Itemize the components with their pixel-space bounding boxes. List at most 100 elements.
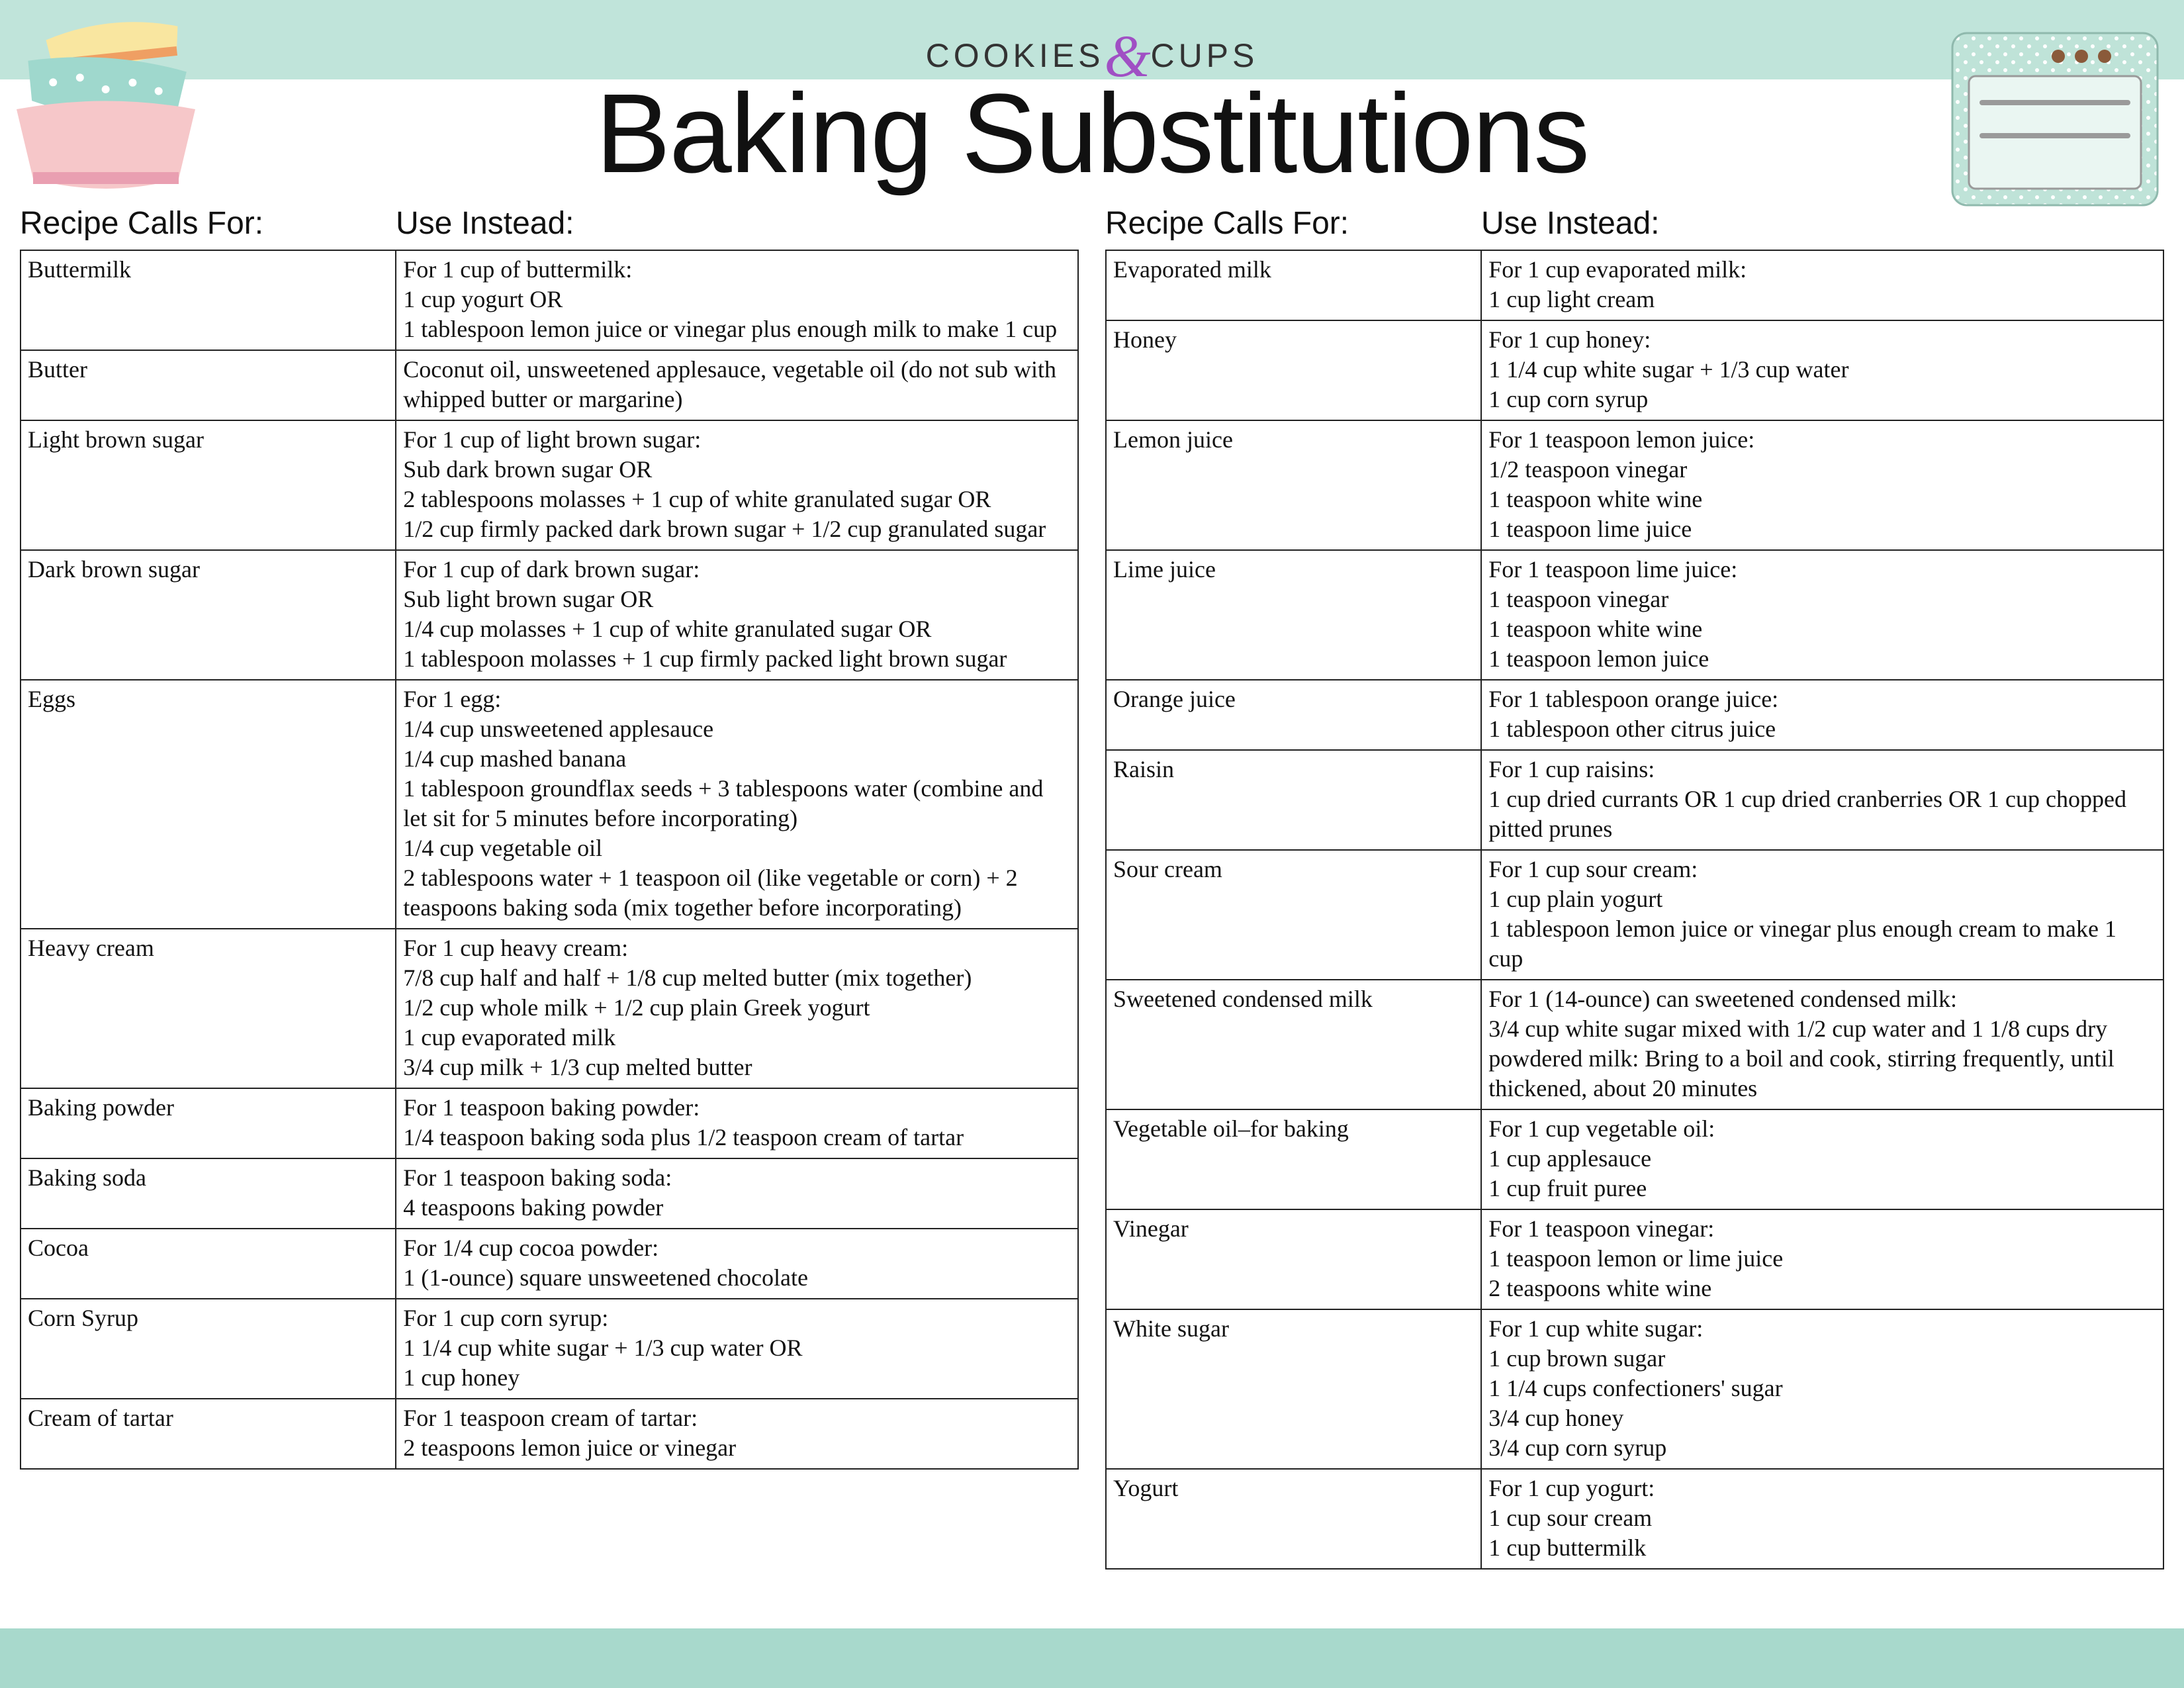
table-row: Evaporated milkFor 1 cup evaporated milk… — [1106, 250, 2163, 320]
substitution-line: For 1 teaspoon baking powder: — [403, 1093, 1071, 1123]
table-row: Lemon juiceFor 1 teaspoon lemon juice:1/… — [1106, 420, 2163, 550]
substitution-line: 1 teaspoon white wine — [1488, 485, 2156, 514]
substitution-cell: For 1 teaspoon baking soda:4 teaspoons b… — [396, 1158, 1078, 1229]
left-col-headers: Recipe Calls For: Use Instead: — [20, 205, 1079, 242]
substitution-line: For 1 cup of dark brown sugar: — [403, 555, 1071, 585]
substitution-line: 1/4 cup vegetable oil — [403, 833, 1071, 863]
substitution-line: 1 teaspoon lemon or lime juice — [1488, 1244, 2156, 1274]
substitution-line: 1 cup sour cream — [1488, 1503, 2156, 1533]
header-use-instead: Use Instead: — [1481, 205, 2164, 242]
table-row: Dark brown sugarFor 1 cup of dark brown … — [21, 550, 1078, 680]
substitution-line: For 1 cup of light brown sugar: — [403, 425, 1071, 455]
header-calls-for: Recipe Calls For: — [20, 205, 396, 242]
substitution-line: 3/4 cup corn syrup — [1488, 1433, 2156, 1463]
substitution-cell: For 1 cup heavy cream:7/8 cup half and h… — [396, 929, 1078, 1088]
substitution-line: For 1 tablespoon orange juice: — [1488, 684, 2156, 714]
substitution-line: 1 cup applesauce — [1488, 1144, 2156, 1174]
table-row: Orange juiceFor 1 tablespoon orange juic… — [1106, 680, 2163, 750]
substitution-line: For 1 cup of buttermilk: — [403, 255, 1071, 285]
ingredient-cell: Butter — [21, 350, 396, 420]
ingredient-cell: Raisin — [1106, 750, 1481, 850]
ingredient-cell: Eggs — [21, 680, 396, 929]
substitution-line: 1 (1-ounce) square unsweetened chocolate — [403, 1263, 1071, 1293]
substitution-cell: For 1 cup evaporated milk:1 cup light cr… — [1481, 250, 2163, 320]
ingredient-cell: Sour cream — [1106, 850, 1481, 980]
substitution-line: 1 cup corn syrup — [1488, 385, 2156, 414]
substitution-line: 2 teaspoons lemon juice or vinegar — [403, 1433, 1071, 1463]
ingredient-cell: White sugar — [1106, 1309, 1481, 1469]
substitution-line: 1 teaspoon lemon juice — [1488, 644, 2156, 674]
substitution-line: For 1 teaspoon lemon juice: — [1488, 425, 2156, 455]
table-row: Baking powderFor 1 teaspoon baking powde… — [21, 1088, 1078, 1158]
substitution-line: For 1 cup honey: — [1488, 325, 2156, 355]
substitution-line: 1/2 cup whole milk + 1/2 cup plain Greek… — [403, 993, 1071, 1023]
substitution-line: 1 tablespoon lemon juice or vinegar plus… — [1488, 914, 2156, 974]
table-row: HoneyFor 1 cup honey:1 1/4 cup white sug… — [1106, 320, 2163, 420]
table-row: Lime juiceFor 1 teaspoon lime juice:1 te… — [1106, 550, 2163, 680]
substitution-line: 1 tablespoon molasses + 1 cup firmly pac… — [403, 644, 1071, 674]
substitution-line: 1 cup buttermilk — [1488, 1533, 2156, 1563]
substitution-line: 1 cup fruit puree — [1488, 1174, 2156, 1203]
substitution-line: 1 1/4 cup white sugar + 1/3 cup water — [1488, 355, 2156, 385]
header: COOKIES&CUPS Baking Substitutions — [0, 0, 2184, 190]
ingredient-cell: Evaporated milk — [1106, 250, 1481, 320]
substitution-line: For 1 (14-ounce) can sweetened condensed… — [1488, 984, 2156, 1014]
substitution-line: 1 teaspoon white wine — [1488, 614, 2156, 644]
substitution-cell: Coconut oil, unsweetened applesauce, veg… — [396, 350, 1078, 420]
ingredient-cell: Heavy cream — [21, 929, 396, 1088]
table-row: YogurtFor 1 cup yogurt:1 cup sour cream1… — [1106, 1469, 2163, 1569]
header-calls-for: Recipe Calls For: — [1105, 205, 1481, 242]
substitution-line: For 1 egg: — [403, 684, 1071, 714]
brand-right: CUPS — [1150, 37, 1258, 74]
substitution-cell: For 1 egg:1/4 cup unsweetened applesauce… — [396, 680, 1078, 929]
substitution-line: Sub light brown sugar OR — [403, 585, 1071, 614]
ingredient-cell: Baking powder — [21, 1088, 396, 1158]
substitution-line: For 1 cup white sugar: — [1488, 1314, 2156, 1344]
columns: Recipe Calls For: Use Instead: Buttermil… — [20, 205, 2164, 1570]
ingredient-cell: Cream of tartar — [21, 1399, 396, 1469]
ingredient-cell: Orange juice — [1106, 680, 1481, 750]
substitution-cell: For 1 cup of dark brown sugar:Sub light … — [396, 550, 1078, 680]
ingredient-cell: Vegetable oil–for baking — [1106, 1109, 1481, 1209]
right-column: Recipe Calls For: Use Instead: Evaporate… — [1105, 205, 2164, 1570]
ingredient-cell: Lemon juice — [1106, 420, 1481, 550]
table-row: Sweetened condensed milkFor 1 (14-ounce)… — [1106, 980, 2163, 1109]
substitution-line: 2 tablespoons molasses + 1 cup of white … — [403, 485, 1071, 514]
substitution-line: For 1 cup corn syrup: — [403, 1303, 1071, 1333]
ingredient-cell: Buttermilk — [21, 250, 396, 350]
ingredient-cell: Dark brown sugar — [21, 550, 396, 680]
table-row: CocoaFor 1/4 cup cocoa powder:1 (1-ounce… — [21, 1229, 1078, 1299]
table-row: Corn SyrupFor 1 cup corn syrup:1 1/4 cup… — [21, 1299, 1078, 1399]
table-row: Heavy creamFor 1 cup heavy cream:7/8 cup… — [21, 929, 1078, 1088]
substitution-line: 3/4 cup milk + 1/3 cup melted butter — [403, 1053, 1071, 1082]
table-row: Sour creamFor 1 cup sour cream:1 cup pla… — [1106, 850, 2163, 980]
table-row: RaisinFor 1 cup raisins:1 cup dried curr… — [1106, 750, 2163, 850]
table-row: VinegarFor 1 teaspoon vinegar:1 teaspoon… — [1106, 1209, 2163, 1309]
substitution-line: For 1 teaspoon cream of tartar: — [403, 1403, 1071, 1433]
substitution-line: 2 teaspoons white wine — [1488, 1274, 2156, 1303]
substitution-line: 1 1/4 cup white sugar + 1/3 cup water OR — [403, 1333, 1071, 1363]
substitution-cell: For 1 teaspoon vinegar:1 teaspoon lemon … — [1481, 1209, 2163, 1309]
table-row: Cream of tartarFor 1 teaspoon cream of t… — [21, 1399, 1078, 1469]
right-table: Evaporated milkFor 1 cup evaporated milk… — [1105, 250, 2164, 1570]
substitution-line: 2 tablespoons water + 1 teaspoon oil (li… — [403, 863, 1071, 923]
substitution-line: 1 tablespoon other citrus juice — [1488, 714, 2156, 744]
substitution-line: 1 cup yogurt OR — [403, 285, 1071, 314]
ingredient-cell: Baking soda — [21, 1158, 396, 1229]
substitution-line: 4 teaspoons baking powder — [403, 1193, 1071, 1223]
left-column: Recipe Calls For: Use Instead: Buttermil… — [20, 205, 1079, 1570]
substitution-line: 7/8 cup half and half + 1/8 cup melted b… — [403, 963, 1071, 993]
substitution-line: 1/2 teaspoon vinegar — [1488, 455, 2156, 485]
substitution-cell: For 1 (14-ounce) can sweetened condensed… — [1481, 980, 2163, 1109]
substitution-line: 1 cup dried currants OR 1 cup dried cran… — [1488, 784, 2156, 844]
table-row: EggsFor 1 egg:1/4 cup unsweetened apples… — [21, 680, 1078, 929]
substitution-line: 1/4 cup molasses + 1 cup of white granul… — [403, 614, 1071, 644]
substitution-cell: For 1 cup white sugar:1 cup brown sugar1… — [1481, 1309, 2163, 1469]
ingredient-cell: Sweetened condensed milk — [1106, 980, 1481, 1109]
substitution-line: 1 teaspoon lime juice — [1488, 514, 2156, 544]
substitution-line: For 1/4 cup cocoa powder: — [403, 1233, 1071, 1263]
table-row: Baking sodaFor 1 teaspoon baking soda:4 … — [21, 1158, 1078, 1229]
substitution-line: 3/4 cup white sugar mixed with 1/2 cup w… — [1488, 1014, 2156, 1103]
substitution-line: For 1 cup heavy cream: — [403, 933, 1071, 963]
substitution-line: 1 tablespoon groundflax seeds + 3 tables… — [403, 774, 1071, 833]
